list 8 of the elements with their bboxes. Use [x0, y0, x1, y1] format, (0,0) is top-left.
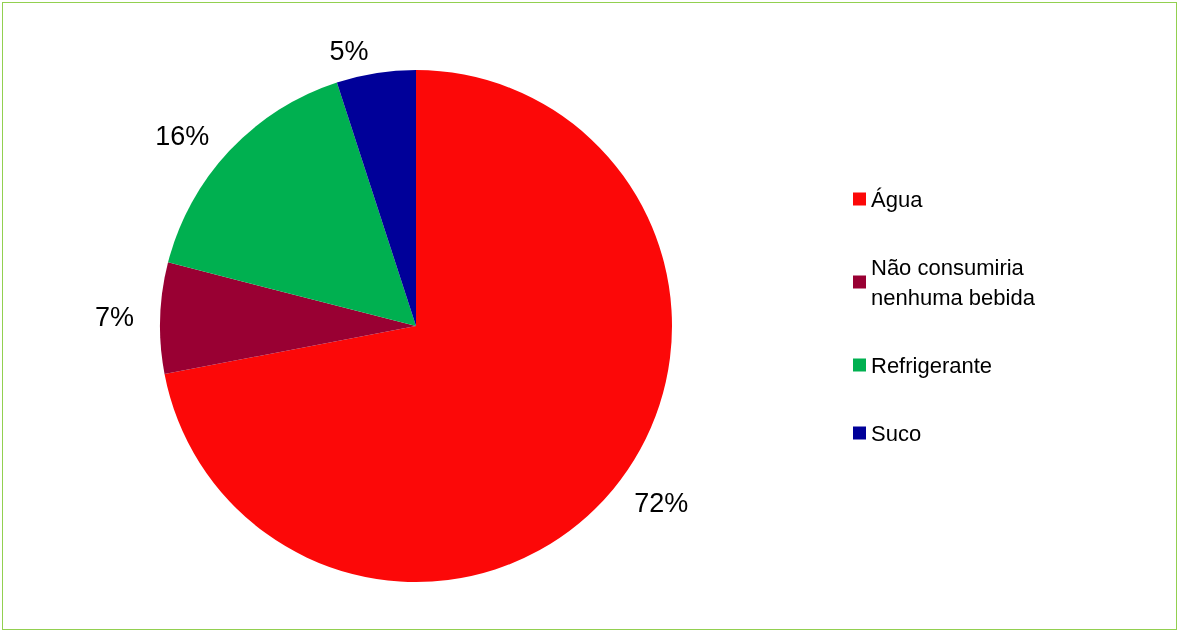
legend-label: Não consumiria nenhuma bebida	[871, 254, 1036, 310]
data-label: 7%	[95, 302, 135, 333]
legend-label: Refrigerante	[871, 352, 993, 378]
data-label: 72%	[634, 488, 689, 519]
legend-label: Suco	[871, 420, 922, 446]
legend-label: Água	[871, 186, 924, 212]
data-label: 16%	[155, 120, 210, 151]
data-label: 5%	[329, 36, 369, 67]
